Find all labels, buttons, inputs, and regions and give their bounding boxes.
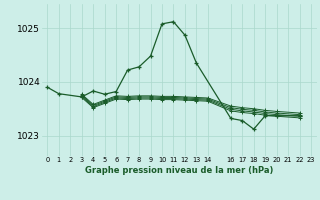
- X-axis label: Graphe pression niveau de la mer (hPa): Graphe pression niveau de la mer (hPa): [85, 166, 273, 175]
